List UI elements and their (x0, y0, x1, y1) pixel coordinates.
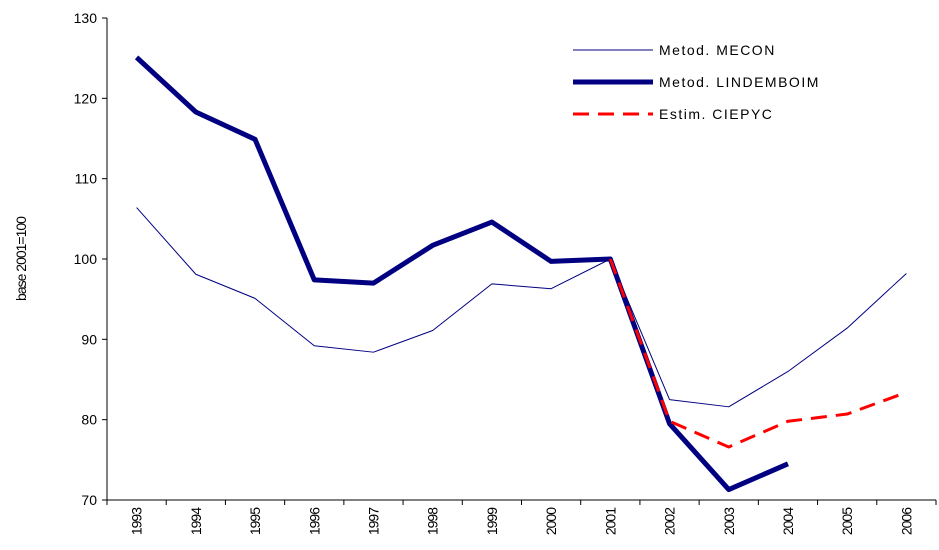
legend-label: Metod. LINDEMBOIM (659, 74, 820, 90)
y-tick-label: 80 (81, 412, 97, 428)
x-tick-label: 2000 (543, 507, 559, 535)
x-tick-label: 1997 (365, 507, 381, 535)
y-tick-label: 100 (74, 251, 98, 267)
legend-label: Estim. CIEPYC (659, 106, 773, 122)
legend-label: Metod. MECON (659, 42, 776, 58)
x-tick-label: 2003 (721, 507, 737, 535)
x-tick-label: 2001 (602, 507, 618, 535)
x-tick-label: 1994 (188, 507, 204, 535)
y-tick-label: 70 (81, 492, 97, 508)
series-line (134, 55, 789, 493)
x-tick-label: 2006 (898, 507, 914, 535)
y-axis-label: base 2001=100 (13, 216, 29, 301)
y-tick-label: 90 (81, 331, 97, 347)
series-line (136, 207, 907, 408)
x-tick-label: 2002 (662, 507, 678, 535)
x-tick-label: 1995 (247, 507, 263, 535)
x-tick-label: 1996 (306, 507, 322, 535)
y-tick-label: 110 (75, 171, 98, 187)
y-tick-label: 120 (74, 90, 98, 106)
x-tick-label: 1999 (484, 507, 500, 535)
x-tick-label: 1998 (425, 507, 441, 535)
x-tick-label: 1993 (129, 507, 145, 535)
x-tick-label: 2005 (839, 507, 855, 535)
series-line (608, 258, 907, 449)
y-tick-label: 130 (74, 10, 98, 26)
x-tick-label: 2004 (780, 507, 796, 535)
